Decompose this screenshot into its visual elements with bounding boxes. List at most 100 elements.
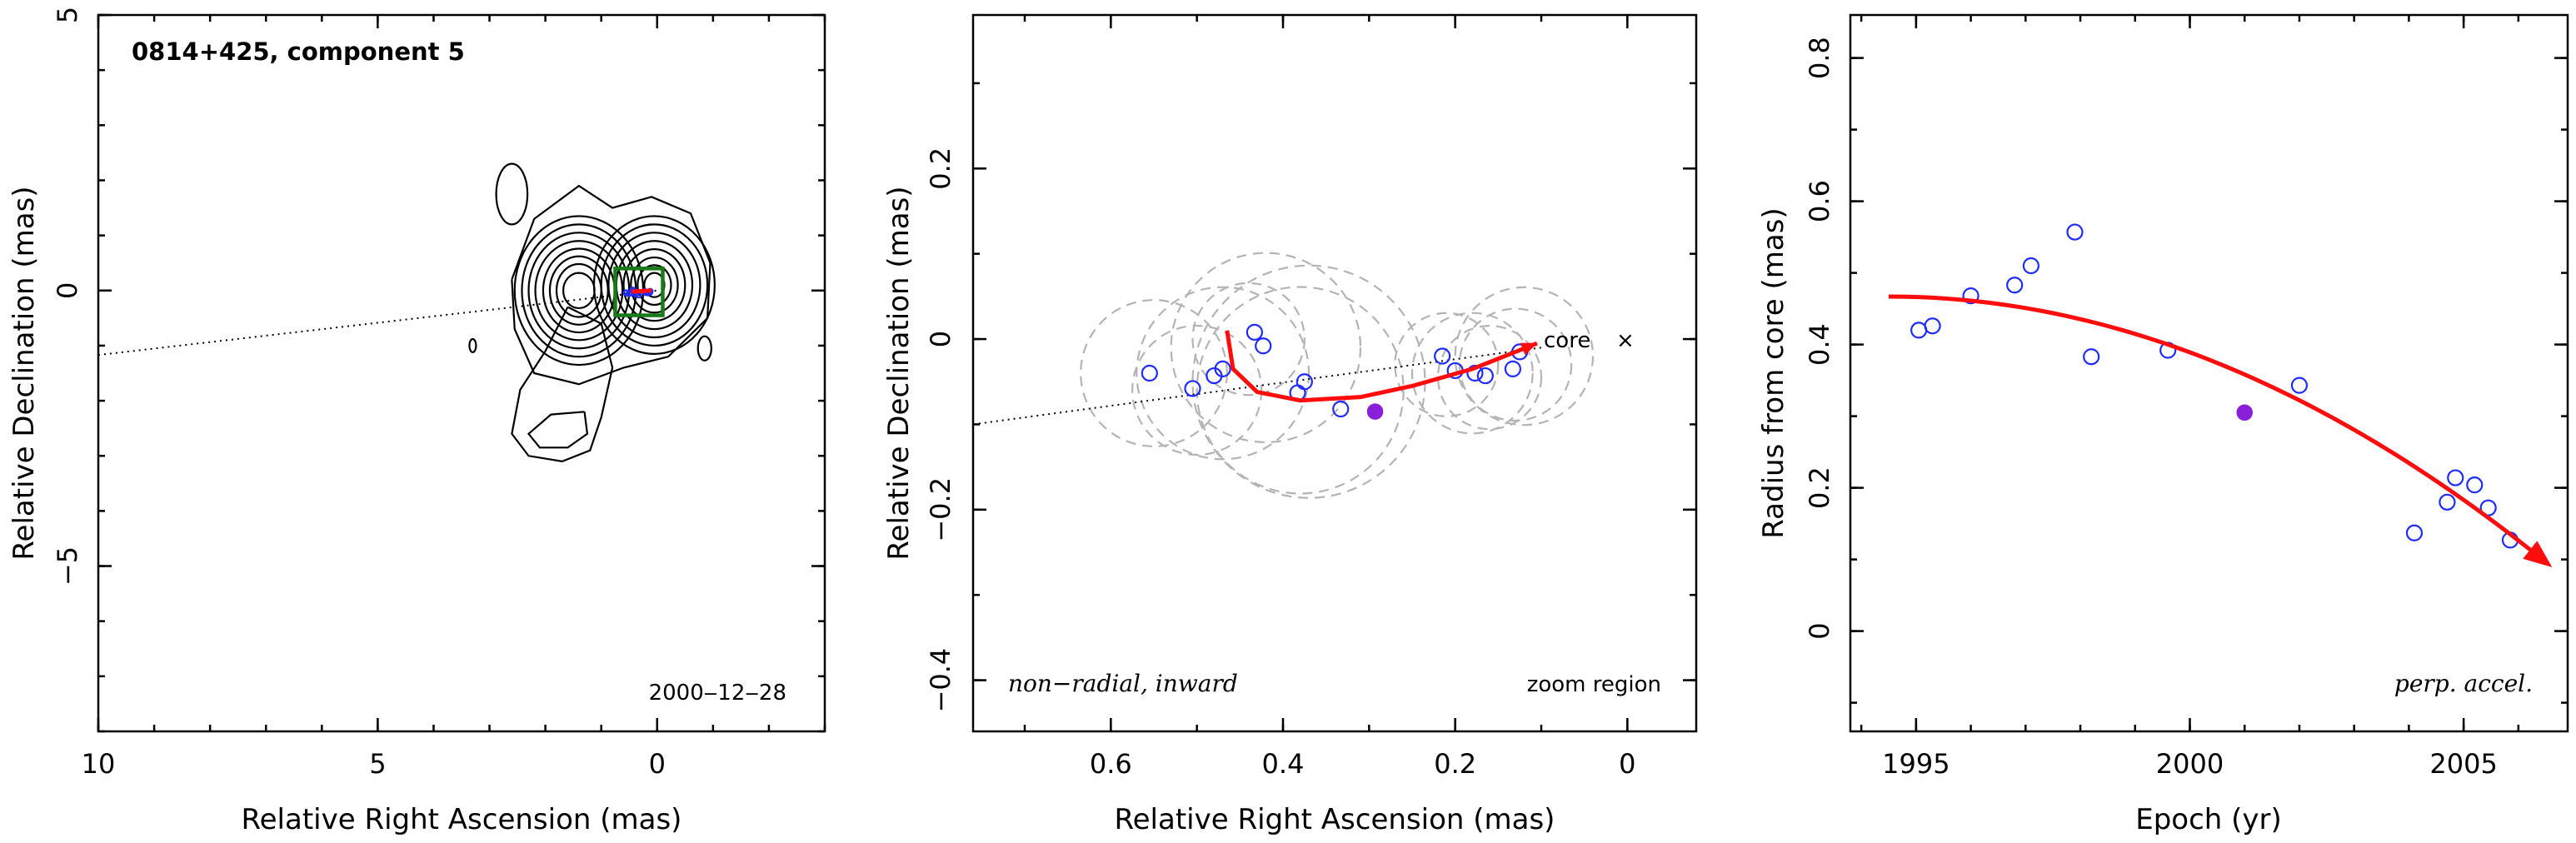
gaussian-component (1170, 252, 1362, 444)
component-position-point (1434, 347, 1451, 365)
zoom-x-axis-label: Relative Right Ascension (mas) (1115, 803, 1555, 836)
radius-data-point (1924, 317, 1941, 335)
radius-ticks: 1995 2000 2005 0 0.2 0.4 0.6 0.8 (1804, 15, 2568, 780)
contour-south-extension (511, 306, 614, 462)
radius-x-tick-label: 1995 (1882, 748, 1949, 780)
gaussian-component (1191, 282, 1305, 397)
gaussian-component (1196, 286, 1405, 495)
map-x-tick-label: 5 (369, 748, 386, 780)
radius-y-tick-label: 0.8 (1804, 37, 1835, 79)
map-jet-axis-line (98, 289, 657, 357)
component-position-point (1255, 337, 1272, 355)
contour-level (630, 256, 679, 314)
map-x-axis-label: Relative Right Ascension (mas) (242, 803, 682, 836)
zoom-y-tick-label: 0 (925, 331, 956, 347)
zoom-right-note: zoom region (1527, 672, 1661, 697)
component-position-point (1246, 323, 1264, 341)
contour-level (562, 272, 596, 310)
gaussian-component (1136, 286, 1310, 461)
zoom-y-axis-label: Relative Declination (mas) (882, 186, 916, 560)
radius-trend-arrow (1888, 294, 2553, 568)
zoom-gaussian-components (1080, 252, 1595, 499)
map-trend-mark (631, 288, 652, 294)
zoom-region-box (613, 267, 665, 317)
radius-y-tick-label: 0.4 (1804, 323, 1835, 366)
zoom-x-tick-label: 0.2 (1434, 748, 1476, 780)
radius-y-axis-label: Radius from core (mas) (1757, 207, 1790, 538)
map-y-axis-label: Relative Declination (mas) (7, 186, 41, 560)
zoom-trend-arrowhead (1520, 342, 1539, 356)
contour-level (607, 232, 701, 339)
radius-y-tick-label: 0.6 (1804, 180, 1835, 222)
gaussian-component (1131, 324, 1263, 456)
map-panel: 10 5 0 5 0 −5 0814+425, component 5 2000‒12‒2… (7, 7, 826, 836)
map-y-tick-label: 5 (52, 7, 83, 23)
gaussian-component (1410, 312, 1534, 435)
zoom-plot-area (973, 252, 1595, 499)
contour-level (637, 264, 672, 307)
zoom-y-tick-label: 0.2 (925, 147, 956, 190)
radius-x-axis-label: Epoch (yr) (2135, 803, 2282, 836)
radius-points (1910, 223, 2519, 549)
contour-envelope (511, 184, 711, 386)
core-label: core (1544, 328, 1590, 353)
component-position-point (1332, 400, 1350, 418)
core-marker: × (1616, 328, 1635, 353)
contour-level (534, 240, 624, 342)
contour-island (696, 335, 712, 362)
radius-x-tick-label: 2005 (2429, 748, 2497, 780)
radius-plot-area (1888, 223, 2553, 568)
map-y-tick-label: 0 (52, 282, 83, 299)
contour-south-inner (527, 411, 589, 449)
zoom-left-note: non−radial, inward (1008, 670, 1238, 697)
radius-y-tick-label: 0 (1804, 622, 1835, 639)
radius-trend-arrowhead (2523, 541, 2553, 568)
radius-trend-line (1888, 294, 2542, 560)
contour-level (521, 223, 637, 358)
map-x-tick-label: 0 (649, 748, 666, 780)
zoom-region-rect (613, 267, 665, 317)
gaussian-component (1458, 307, 1573, 422)
contour-island (468, 337, 477, 353)
radius-data-point (2466, 476, 2484, 494)
radius-data-point (2006, 277, 2024, 294)
radius-panel: 1995 2000 2005 0 0.2 0.4 0.6 0.8 perp. accel. E… (1757, 13, 2569, 836)
radius-x-tick-label: 2000 (2156, 748, 2224, 780)
radius-data-point (2066, 223, 2084, 241)
radius-data-point (2290, 377, 2309, 394)
component-position-point (1141, 364, 1158, 382)
radius-filled-point (2236, 404, 2253, 422)
zoom-jet-axis-line (973, 347, 1542, 426)
zoom-y-tick-label: −0.2 (925, 477, 956, 542)
map-axes-frame (97, 13, 826, 733)
contour-island (495, 162, 529, 226)
radius-data-point (2447, 469, 2464, 486)
gaussian-component (1454, 286, 1595, 426)
filled-position-point (1366, 403, 1384, 420)
zoom-x-tick-label: 0.4 (1262, 748, 1305, 780)
component-position-point (1504, 360, 1522, 377)
radius-data-point (2083, 348, 2100, 366)
map-contours (468, 162, 716, 462)
zoom-trend-arrow (1225, 330, 1539, 403)
map-date-label: 2000‒12‒28 (649, 681, 786, 706)
contour-level (622, 248, 686, 322)
contour-level (542, 247, 616, 334)
radius-data-point (2022, 257, 2039, 275)
zoom-y-tick-label: −0.4 (925, 648, 956, 713)
contour-level (600, 223, 709, 347)
radius-data-point (2439, 493, 2456, 511)
radius-y-tick-label: 0.2 (1804, 466, 1835, 509)
gaussian-component (1080, 299, 1228, 447)
component-position-point (1184, 380, 1201, 397)
radius-data-point (1910, 322, 1928, 339)
component-position-point (1476, 367, 1494, 385)
zoom-x-tick-label: 0.6 (1090, 748, 1132, 780)
contour-level (592, 215, 716, 355)
gaussian-component (1394, 312, 1500, 417)
zoom-x-tick-label: 0 (1619, 748, 1635, 780)
zoom-panel: 0.6 0.4 0.2 0 0.2 0 −0.2 −0.4 core × non−radial… (882, 13, 1698, 836)
zoom-ticks: 0.6 0.4 0.2 0 0.2 0 −0.2 −0.4 (925, 15, 1696, 780)
radius-axes-frame (1849, 13, 2569, 733)
